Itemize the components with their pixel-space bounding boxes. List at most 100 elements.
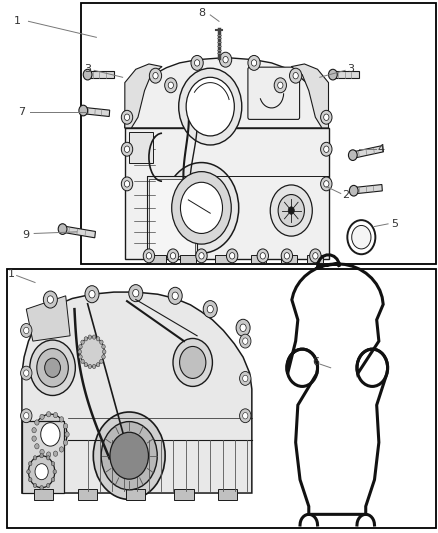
Circle shape [321,177,332,191]
Circle shape [324,114,329,120]
Circle shape [53,413,58,418]
Circle shape [236,319,250,336]
Circle shape [30,340,75,395]
Circle shape [284,253,290,259]
Circle shape [88,335,92,339]
FancyBboxPatch shape [150,255,166,263]
Text: 5: 5 [391,219,398,229]
Circle shape [53,451,58,456]
Polygon shape [62,226,95,238]
Circle shape [260,253,265,259]
Circle shape [35,464,48,480]
Circle shape [352,225,371,249]
Circle shape [173,338,212,386]
FancyBboxPatch shape [81,3,436,264]
Circle shape [37,349,68,387]
Circle shape [121,110,133,124]
Circle shape [32,427,36,433]
Circle shape [179,68,242,145]
Circle shape [240,324,246,332]
Circle shape [21,366,32,380]
Circle shape [21,409,32,423]
Circle shape [219,52,232,67]
Circle shape [46,456,50,460]
Circle shape [230,253,235,259]
Circle shape [102,355,105,359]
Circle shape [43,291,57,308]
Circle shape [79,355,82,359]
FancyBboxPatch shape [147,176,197,259]
Circle shape [207,305,213,313]
Circle shape [85,286,99,303]
Circle shape [65,432,69,437]
Circle shape [84,362,88,367]
Circle shape [64,424,68,429]
Circle shape [28,478,32,482]
Circle shape [124,181,130,187]
Circle shape [96,337,100,341]
Circle shape [40,454,43,458]
Circle shape [146,253,152,259]
Circle shape [51,462,55,466]
Circle shape [321,142,332,156]
Circle shape [101,422,157,490]
Circle shape [35,420,39,425]
Circle shape [350,185,358,196]
Polygon shape [83,107,110,117]
Circle shape [278,82,283,88]
FancyBboxPatch shape [248,67,300,119]
Circle shape [191,55,203,70]
Text: 8: 8 [198,9,205,18]
FancyBboxPatch shape [215,255,231,263]
Circle shape [24,413,29,419]
Text: 6: 6 [312,358,319,367]
Circle shape [64,440,68,445]
Circle shape [102,344,105,349]
Circle shape [121,177,133,191]
FancyBboxPatch shape [180,255,196,263]
Circle shape [92,335,96,339]
Circle shape [121,142,133,156]
Circle shape [243,375,248,382]
Circle shape [196,249,207,263]
FancyBboxPatch shape [78,489,97,500]
Circle shape [79,105,88,116]
Circle shape [164,163,239,253]
Circle shape [40,414,44,419]
Circle shape [59,447,64,452]
Circle shape [324,181,329,187]
Circle shape [324,146,329,152]
Circle shape [96,362,100,367]
Circle shape [349,150,357,160]
Circle shape [186,77,234,136]
Circle shape [110,432,148,479]
Circle shape [288,207,294,214]
Circle shape [313,253,318,259]
Circle shape [274,78,286,93]
Circle shape [226,249,238,263]
Circle shape [24,327,29,334]
Circle shape [99,340,103,344]
Polygon shape [333,71,359,78]
Circle shape [347,220,375,254]
Circle shape [129,285,143,302]
Circle shape [53,470,57,474]
Circle shape [34,414,67,455]
Circle shape [251,60,257,66]
Circle shape [240,372,251,385]
Circle shape [290,68,302,83]
Polygon shape [125,58,328,128]
Circle shape [293,72,298,79]
Polygon shape [352,146,384,158]
Circle shape [149,68,162,83]
Circle shape [35,443,39,449]
FancyBboxPatch shape [307,255,323,263]
Circle shape [45,358,60,377]
Text: 2: 2 [343,190,350,199]
Polygon shape [353,184,382,194]
Polygon shape [22,292,252,493]
Circle shape [89,290,95,298]
Circle shape [153,72,158,79]
Circle shape [281,249,293,263]
Circle shape [46,411,51,417]
